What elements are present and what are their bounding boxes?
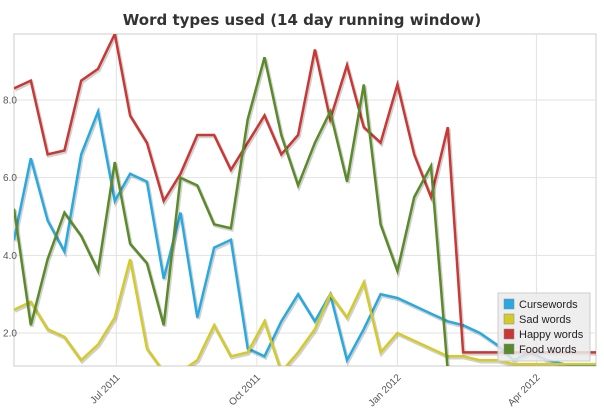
legend-swatch [503,313,515,325]
x-tick-label: Jul 2011 [88,372,122,406]
legend-item: Cursewords [503,298,578,311]
y-tick-label: 4.0 [3,251,17,262]
legend: Cursewords Sad words Happy words Food words [497,292,591,362]
series-line [14,56,449,366]
legend-label: Sad words [519,314,571,326]
legend-label: Happy words [519,329,584,341]
legend-swatch [503,343,515,355]
chart-title: Word types used (14 day running window) [123,11,481,29]
legend-item: Food words [503,343,577,356]
legend-item: Sad words [503,313,571,326]
series-food-words [14,56,450,366]
legend-swatch [503,298,515,310]
x-tick-label: Oct 2011 [227,372,263,408]
legend-swatch [503,328,515,340]
y-tick-label: 2.0 [3,328,17,339]
x-tick-label: Apr 2012 [506,372,543,409]
x-tick-label: Jan 2012 [367,372,404,409]
legend-label: Food words [519,344,577,356]
y-tick-label: 6.0 [3,173,17,184]
legend-item: Happy words [503,328,584,341]
y-tick-label: 8.0 [3,96,17,107]
legend-label: Cursewords [519,299,578,311]
